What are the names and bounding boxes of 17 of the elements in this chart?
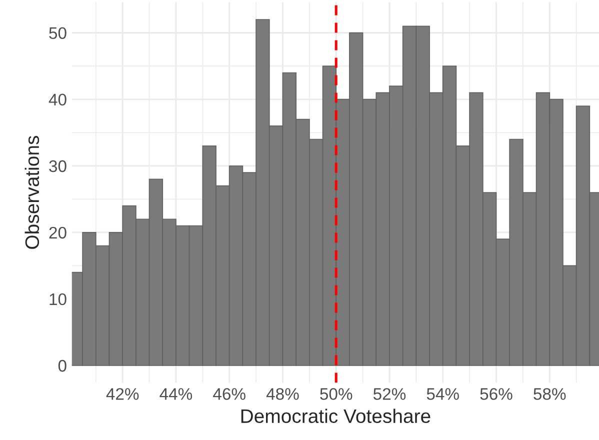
y-tick-label: 30 [49,160,66,172]
x-tick-label: 42% [106,388,139,400]
x-axis-title: Democratic Voteshare [241,408,430,424]
x-tick-label: 56% [480,388,512,400]
x-tick-label: 44% [160,388,192,400]
y-tick-label: 40 [48,94,66,106]
x-tick-label: 50% [320,388,352,400]
y-axis-title: Observations [24,136,40,249]
y-tick-label: 0 [58,360,66,372]
x-tick-label: 54% [426,388,459,400]
y-tick-label: 20 [49,226,66,239]
y-tick-label: 50 [49,27,66,40]
x-tick-label: 58% [534,388,566,400]
x-tick-label: 52% [373,388,406,400]
x-tick-label: 46% [213,388,246,400]
y-tick-label: 10 [50,293,66,306]
x-tick-label: 48% [266,388,299,400]
